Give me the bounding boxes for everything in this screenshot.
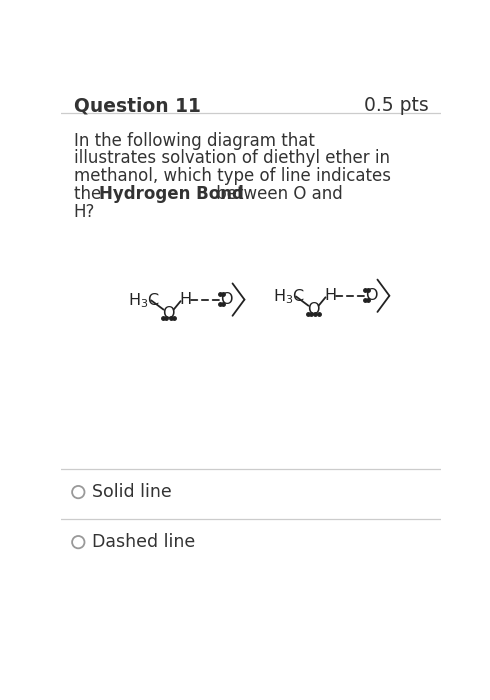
Text: O: O — [365, 288, 377, 303]
Text: H$_3$C: H$_3$C — [273, 287, 305, 306]
Text: the: the — [74, 185, 106, 203]
Text: H: H — [179, 292, 191, 307]
Text: H?: H? — [74, 202, 95, 220]
Text: Hydrogen Bond: Hydrogen Bond — [99, 185, 244, 203]
Text: illustrates solvation of diethyl ether in: illustrates solvation of diethyl ether i… — [74, 150, 390, 167]
Text: H: H — [324, 288, 336, 303]
Text: Solid line: Solid line — [92, 483, 172, 501]
Text: methanol, which type of line indicates: methanol, which type of line indicates — [74, 167, 391, 186]
Text: O: O — [162, 306, 174, 321]
Text: O: O — [220, 292, 233, 307]
Text: between O and: between O and — [211, 185, 343, 203]
Text: 0.5 pts: 0.5 pts — [364, 97, 429, 116]
Text: In the following diagram that: In the following diagram that — [74, 132, 315, 150]
Text: Question 11: Question 11 — [74, 97, 200, 116]
Text: O: O — [307, 302, 319, 317]
Text: Dashed line: Dashed line — [92, 533, 196, 551]
Text: H$_3$C: H$_3$C — [128, 291, 160, 309]
